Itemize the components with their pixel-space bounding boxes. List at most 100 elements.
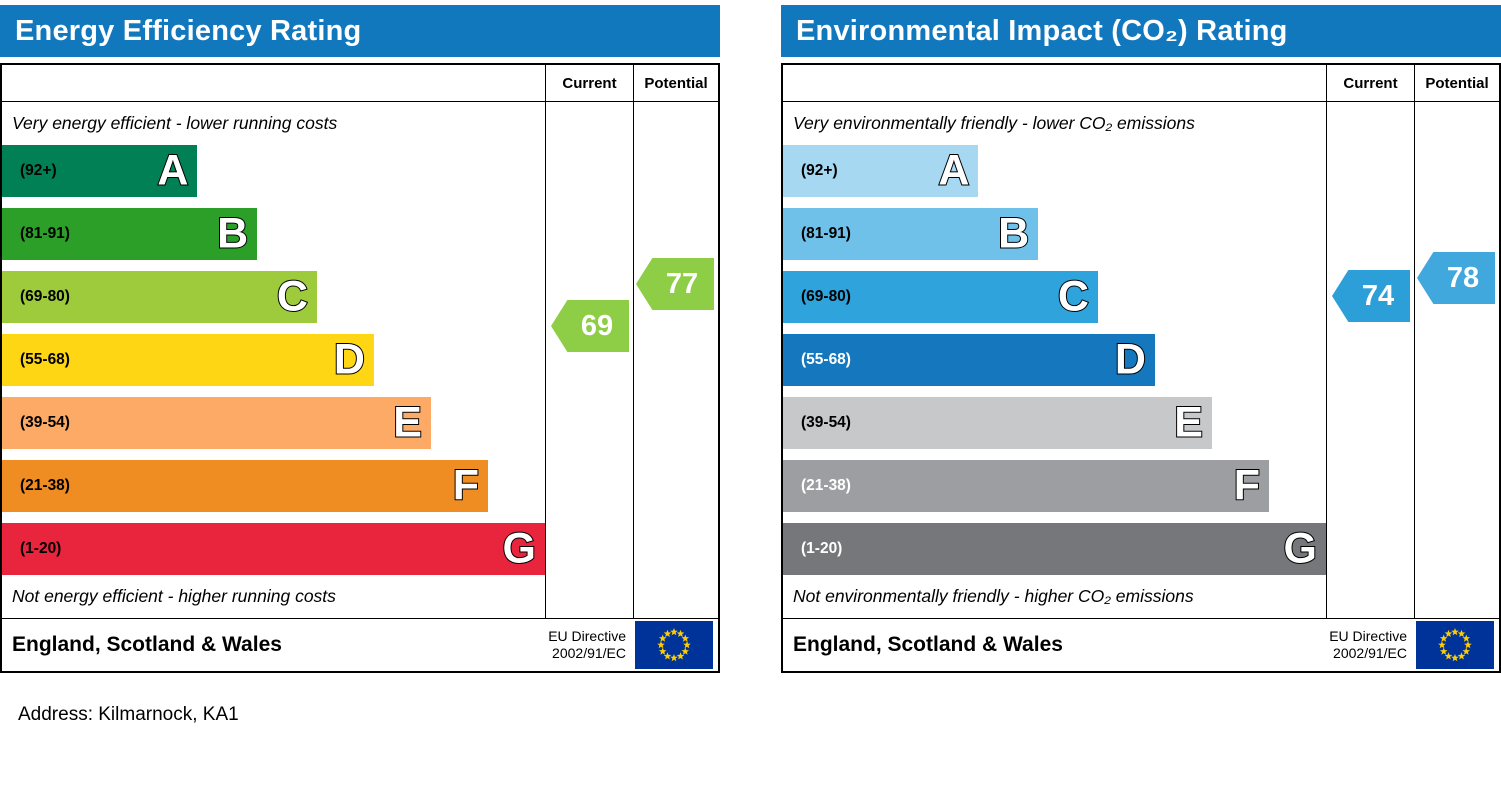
rating-band-f: (21-38) F (2, 460, 545, 512)
bottom-note: Not energy efficient - higher running co… (12, 586, 336, 606)
band-bar: (69-80) C (2, 271, 317, 323)
band-range-label: (81-91) (801, 225, 851, 242)
band-range-label: (92+) (20, 162, 57, 179)
band-bar: (39-54) E (2, 397, 431, 449)
potential-column: Potential 77 (633, 65, 718, 618)
band-letter: F (452, 461, 480, 510)
eu-directive-line2: 2002/91/EC (1333, 645, 1407, 661)
current-column: Current 69 (545, 65, 633, 618)
band-range-label: (21-38) (20, 477, 70, 494)
current-column-header: Current (1327, 65, 1414, 102)
band-bar: (92+) A (783, 145, 979, 197)
rating-chart-column: Very energy efficient - lower running co… (2, 65, 545, 618)
rating-table-main: Very energy efficient - lower running co… (2, 65, 718, 618)
panel-title-bar: Energy Efficiency Rating (0, 5, 720, 57)
eu-flag-icon (635, 621, 713, 669)
band-range-label: (21-38) (801, 477, 851, 494)
bottom-note: Not environmentally friendly - higher CO… (793, 586, 1194, 606)
eu-flag-icon (1416, 621, 1494, 669)
eu-directive-label: EU Directive 2002/91/EC (1329, 628, 1407, 663)
band-bar: (69-80) C (783, 271, 1098, 323)
band-bar: (92+) A (2, 145, 198, 197)
band-letter: E (392, 398, 423, 447)
band-range-label: (92+) (801, 162, 838, 179)
band-bar: (81-91) B (2, 208, 258, 260)
current-column-header: Current (546, 65, 633, 102)
table-footer: England, Scotland & Wales EU Directive 2… (783, 618, 1499, 671)
chart-header-spacer (783, 65, 1326, 102)
band-bar: (81-91) B (783, 208, 1039, 260)
band-range-label: (1-20) (801, 540, 843, 557)
region-label: England, Scotland & Wales (12, 633, 282, 656)
band-bar: (1-20) G (783, 523, 1326, 575)
current-column: Current 74 (1326, 65, 1414, 618)
rating-bands: (92+) A (81-91) B (69-80) C (55-68) D (39-54) E (2… (2, 145, 545, 575)
band-letter: D (333, 335, 366, 384)
eu-directive-label: EU Directive 2002/91/EC (548, 628, 626, 663)
band-bar: (55-68) D (2, 334, 374, 386)
band-bar: (21-38) F (783, 460, 1269, 512)
address-line: Address: Kilmarnock, KA1 (18, 704, 239, 725)
region-label: England, Scotland & Wales (793, 633, 1063, 656)
band-letter: B (216, 209, 249, 258)
potential-rating-arrow: 77 (636, 258, 714, 310)
rating-band-b: (81-91) B (783, 208, 1326, 260)
rating-chart-column: Very environmentally friendly - lower CO… (783, 65, 1326, 618)
current-rating-arrow: 74 (1332, 270, 1410, 322)
eu-directive-line1: EU Directive (548, 627, 626, 644)
rating-table: Very energy efficient - lower running co… (0, 63, 720, 673)
rating-band-g: (1-20) G (783, 523, 1326, 575)
band-letter: C (1057, 272, 1090, 321)
band-letter: G (502, 524, 537, 573)
rating-band-b: (81-91) B (2, 208, 545, 260)
band-letter: B (997, 209, 1030, 258)
rating-band-e: (39-54) E (2, 397, 545, 449)
potential-column: Potential 78 (1414, 65, 1499, 618)
band-letter: G (1283, 524, 1318, 573)
band-bar: (55-68) D (783, 334, 1155, 386)
potential-rating-arrow: 78 (1417, 252, 1495, 304)
band-range-label: (39-54) (801, 414, 851, 431)
current-rating-arrow: 69 (551, 300, 629, 352)
band-range-label: (81-91) (20, 225, 70, 242)
potential-column-header: Potential (1415, 65, 1499, 102)
rating-band-c: (69-80) C (2, 271, 545, 323)
band-letter: A (156, 146, 189, 195)
band-letter: E (1173, 398, 1204, 447)
band-range-label: (69-80) (20, 288, 70, 305)
rating-band-a: (92+) A (2, 145, 545, 197)
rating-band-g: (1-20) G (2, 523, 545, 575)
rating-band-d: (55-68) D (2, 334, 545, 386)
rating-band-a: (92+) A (783, 145, 1326, 197)
panel-title-bar: Environmental Impact (CO₂) Rating (781, 5, 1501, 57)
page-title: Energy Efficiency Rating (15, 14, 362, 47)
band-range-label: (55-68) (801, 351, 851, 368)
top-note: Very energy efficient - lower running co… (12, 113, 338, 133)
rating-band-f: (21-38) F (783, 460, 1326, 512)
band-range-label: (39-54) (20, 414, 70, 431)
current-rating-value: 74 (1361, 279, 1395, 312)
rating-table: Very environmentally friendly - lower CO… (781, 63, 1501, 673)
environmental-impact-panel: Environmental Impact (CO₂) Rating Very e… (781, 5, 1501, 673)
potential-column-header: Potential (634, 65, 718, 102)
page-title: Environmental Impact (CO₂) Rating (796, 14, 1288, 47)
rating-band-e: (39-54) E (783, 397, 1326, 449)
rating-bands: (92+) A (81-91) B (69-80) C (55-68) D (39-54) E (2… (783, 145, 1326, 575)
potential-rating-value: 77 (665, 267, 699, 300)
band-letter: A (937, 146, 970, 195)
table-footer: England, Scotland & Wales EU Directive 2… (2, 618, 718, 671)
band-bar: (39-54) E (783, 397, 1212, 449)
band-range-label: (55-68) (20, 351, 70, 368)
band-bar: (1-20) G (2, 523, 545, 575)
rating-table-main: Very environmentally friendly - lower CO… (783, 65, 1499, 618)
band-letter: F (1233, 461, 1261, 510)
band-letter: C (276, 272, 309, 321)
potential-rating-value: 78 (1446, 261, 1480, 294)
eu-directive-line1: EU Directive (1329, 627, 1407, 644)
rating-band-d: (55-68) D (783, 334, 1326, 386)
energy-efficiency-panel: Energy Efficiency Rating Very energy eff… (0, 5, 720, 673)
band-letter: D (1114, 335, 1147, 384)
band-bar: (21-38) F (2, 460, 488, 512)
eu-directive-line2: 2002/91/EC (552, 645, 626, 661)
